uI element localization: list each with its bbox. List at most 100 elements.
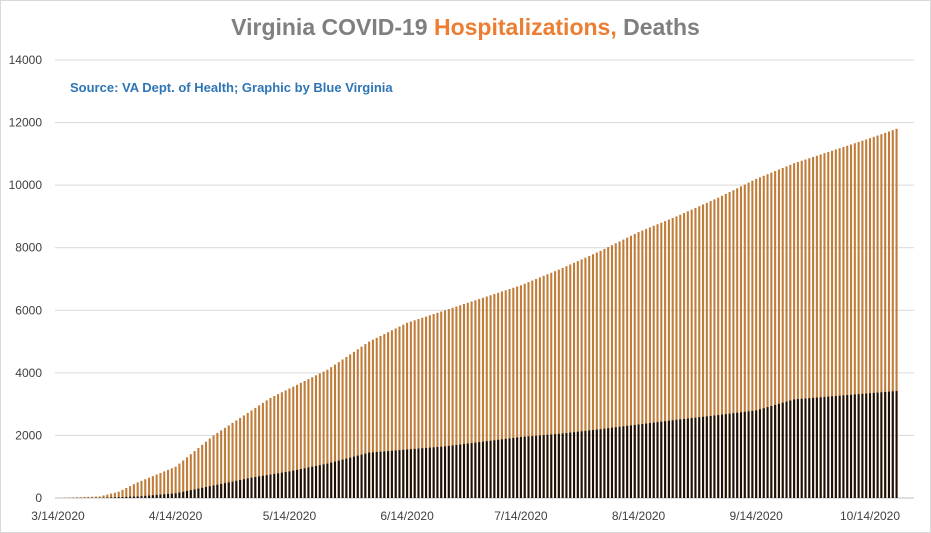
bar-deaths <box>489 440 492 498</box>
bar-deaths <box>774 404 777 498</box>
bar-hospitalizations <box>895 128 898 499</box>
bar-hospitalizations <box>819 154 822 499</box>
y-tick-label: 2000 <box>15 428 42 442</box>
bar-deaths <box>280 472 283 498</box>
bar-hospitalizations <box>311 377 314 498</box>
bar-deaths <box>679 419 682 498</box>
bar-deaths <box>610 427 614 498</box>
bar-hospitalizations <box>352 351 356 498</box>
bar-deaths <box>535 435 538 498</box>
bar-deaths <box>417 448 420 498</box>
bar-deaths <box>311 466 314 498</box>
bar-deaths <box>664 421 667 498</box>
bar-deaths <box>656 422 659 498</box>
bar-hospitalizations <box>406 322 409 498</box>
bar-hospitalizations <box>762 175 765 498</box>
bar-hospitalizations <box>796 161 799 498</box>
bar-deaths <box>368 452 371 498</box>
bar-hospitalizations <box>599 250 602 498</box>
bar-deaths <box>857 394 860 498</box>
bar-deaths <box>265 475 268 498</box>
bar-hospitalizations <box>144 479 147 498</box>
bar-hospitalizations <box>812 156 815 498</box>
x-tick-label: 6/14/2020 <box>380 509 434 523</box>
bar-hospitalizations <box>170 468 173 498</box>
bar-hospitalizations <box>698 206 701 498</box>
bar-hospitalizations <box>432 314 435 498</box>
bar-hospitalizations <box>720 195 724 498</box>
x-tick-label: 10/14/2020 <box>840 509 900 523</box>
bar-hospitalizations <box>106 494 109 498</box>
bar-hospitalizations <box>664 221 667 498</box>
bar-deaths <box>876 392 879 498</box>
bar-hospitalizations <box>531 280 534 498</box>
bar-deaths <box>481 441 485 498</box>
bar-hospitalizations <box>527 282 530 498</box>
bar-deaths <box>113 497 116 498</box>
bar-deaths <box>868 393 872 498</box>
bar-hospitalizations <box>299 382 302 498</box>
bar-deaths <box>235 480 238 498</box>
bar-hospitalizations <box>417 319 420 498</box>
bar-deaths <box>466 443 469 498</box>
bar-deaths <box>227 482 230 498</box>
bar-hospitalizations <box>683 213 686 499</box>
bar-deaths <box>250 477 253 498</box>
bar-hospitalizations <box>148 477 151 498</box>
bar-hospitalizations <box>318 373 321 498</box>
bar-hospitalizations <box>876 135 879 498</box>
y-tick-label: 14000 <box>9 53 43 67</box>
bar-hospitalizations <box>231 422 234 498</box>
bar-hospitalizations <box>891 130 894 499</box>
bar-hospitalizations <box>204 441 208 498</box>
bar-deaths <box>599 429 602 498</box>
title-part-1: Virginia COVID-19 <box>231 14 434 40</box>
bar-hospitalizations <box>565 266 568 498</box>
y-tick-label: 8000 <box>15 241 42 255</box>
bar-deaths <box>151 495 154 498</box>
bar-hospitalizations <box>113 492 116 498</box>
bar-deaths <box>174 493 177 498</box>
bar-hospitalizations <box>136 482 139 498</box>
bar-hospitalizations <box>789 164 792 499</box>
bar-hospitalizations <box>235 420 238 498</box>
bar-hospitalizations <box>349 354 352 498</box>
bar-deaths <box>838 395 841 498</box>
bar-hospitalizations <box>428 315 431 498</box>
bar-deaths <box>823 396 826 498</box>
bar-hospitalizations <box>766 174 769 498</box>
bar-deaths <box>269 474 272 498</box>
bar-hospitalizations <box>212 435 215 498</box>
bar-hospitalizations <box>326 369 329 498</box>
bar-deaths <box>717 415 720 498</box>
bar-hospitalizations <box>622 239 625 498</box>
y-tick-label: 10000 <box>9 178 43 192</box>
bar-deaths <box>853 394 856 498</box>
bar-deaths <box>751 410 754 498</box>
bar-hospitalizations <box>447 309 450 498</box>
bar-deaths <box>667 420 670 498</box>
bar-deaths <box>239 480 242 498</box>
bar-hospitalizations <box>519 285 522 498</box>
bar-hospitalizations <box>98 496 101 498</box>
bar-hospitalizations <box>884 132 887 498</box>
bar-hospitalizations <box>296 384 299 498</box>
bar-hospitalizations <box>709 201 712 498</box>
bar-deaths <box>288 471 291 498</box>
bar-deaths <box>531 436 534 498</box>
bar-deaths <box>459 444 462 498</box>
x-tick-label: 7/14/2020 <box>494 509 548 523</box>
bar-hospitalizations <box>314 375 318 498</box>
bar-deaths <box>185 490 189 498</box>
bar-hospitalizations <box>379 335 382 498</box>
bar-hospitalizations <box>292 386 295 498</box>
bar-hospitalizations <box>504 290 507 498</box>
bar-hospitalizations <box>201 444 204 498</box>
bar-deaths <box>132 496 135 498</box>
bar-deaths <box>352 456 356 498</box>
x-tick-label: 3/14/2020 <box>31 509 85 523</box>
y-tick-label: 0 <box>35 491 42 505</box>
bar-deaths <box>394 450 397 498</box>
bar-hospitalizations <box>485 296 488 498</box>
bar-hospitalizations <box>493 294 496 498</box>
